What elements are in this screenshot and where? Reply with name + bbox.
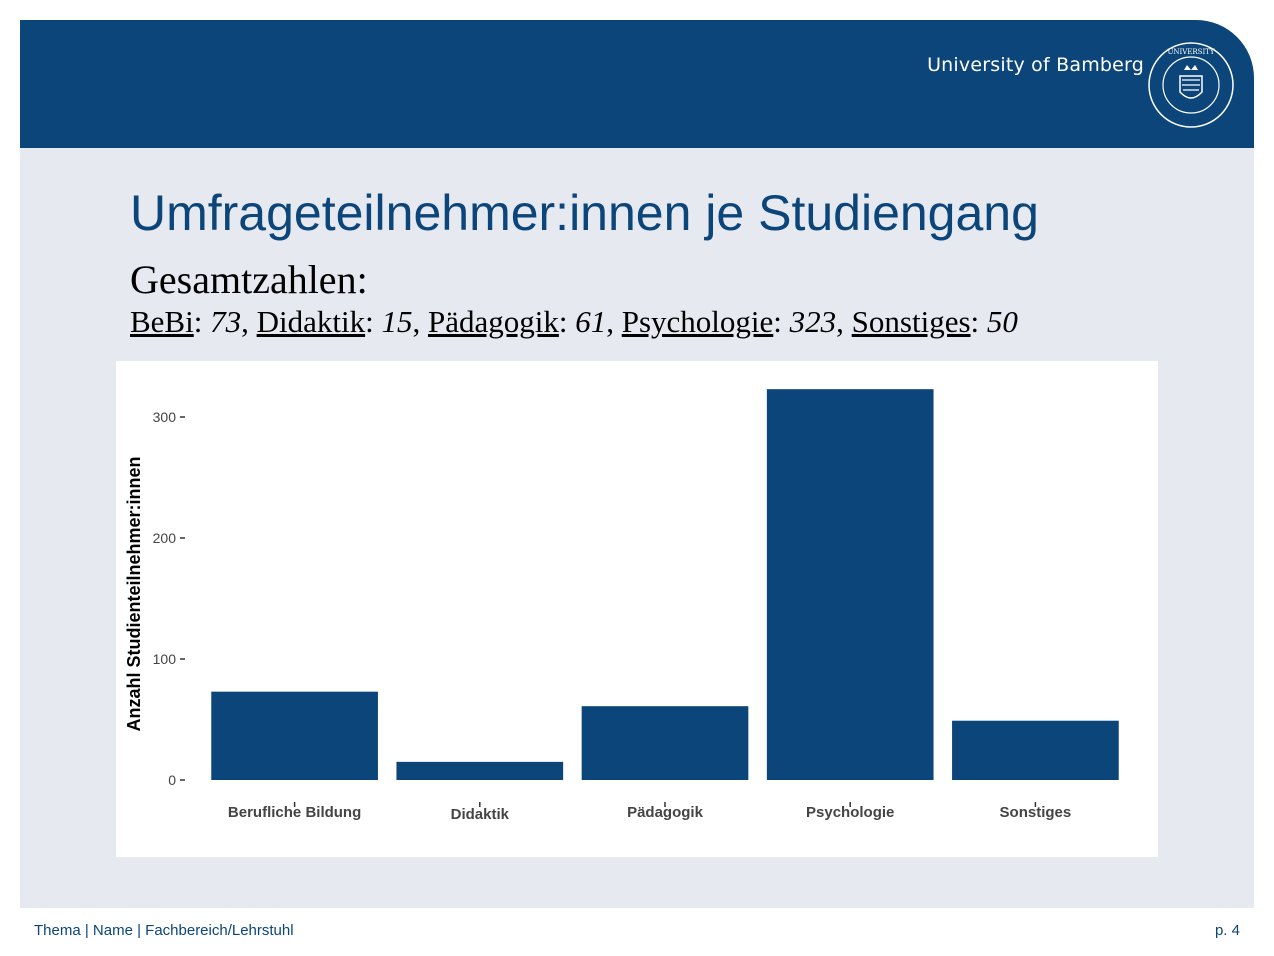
total-value-psychologie: 323 — [789, 304, 837, 339]
total-label-didaktik: Didaktik — [256, 304, 366, 339]
x-tick-label: Pädagogik — [627, 804, 704, 821]
bar-psychologie — [766, 389, 934, 780]
slide-title: Umfrageteilnehmer:innen je Studiengang — [130, 185, 1039, 241]
x-tick-label: Didaktik — [451, 806, 510, 823]
total-value-paedagogik: 61 — [575, 304, 607, 339]
y-tick-label: 200 — [153, 530, 177, 546]
bar-chart: Anzahl Studienteilnehmer:innen 0 100 200 30… — [116, 361, 1158, 857]
bar-chart-svg: Anzahl Studienteilnehmer:innen 0 100 200 30… — [124, 389, 1119, 823]
university-brand: University of Bamberg — [927, 54, 1144, 76]
total-value-sonstiges: 50 — [986, 304, 1018, 339]
slide-subtitle: Gesamtzahlen: — [130, 257, 368, 302]
total-value-didaktik: 15 — [381, 304, 413, 339]
total-value-bebi: 73 — [210, 304, 242, 339]
x-tick-label: Sonstiges — [1000, 804, 1072, 821]
total-label-bebi: BeBi — [130, 304, 194, 339]
bar-pädagogik — [581, 706, 749, 780]
footer-left-text: Thema | Name | Fachbereich/Lehrstuhl — [34, 922, 294, 939]
svg-text:UNIVERSITY: UNIVERSITY — [1167, 48, 1214, 56]
totals-line: BeBi: 73, Didaktik: 15, Pädagogik: 61, P… — [130, 304, 1018, 339]
total-label-sonstiges: Sonstiges — [851, 304, 971, 339]
header-bar — [20, 20, 1254, 148]
bar-sonstiges — [952, 720, 1119, 780]
x-tick-label: Berufliche Bildung — [228, 804, 361, 821]
y-axis-label: Anzahl Studienteilnehmer:innen — [124, 456, 144, 731]
bar-didaktik — [396, 761, 564, 780]
page-number: p. 4 — [1214, 922, 1240, 939]
y-tick-label: 100 — [153, 651, 177, 667]
bar-berufliche-bildung — [211, 691, 378, 780]
university-seal-icon: UNIVERSITY — [1148, 42, 1234, 128]
y-tick-label: 300 — [153, 409, 177, 425]
total-label-paedagogik: Pädagogik — [427, 304, 559, 339]
y-tick-label: 0 — [168, 772, 176, 788]
total-label-psychologie: Psychologie — [621, 304, 774, 339]
x-tick-label: Psychologie — [806, 804, 894, 821]
